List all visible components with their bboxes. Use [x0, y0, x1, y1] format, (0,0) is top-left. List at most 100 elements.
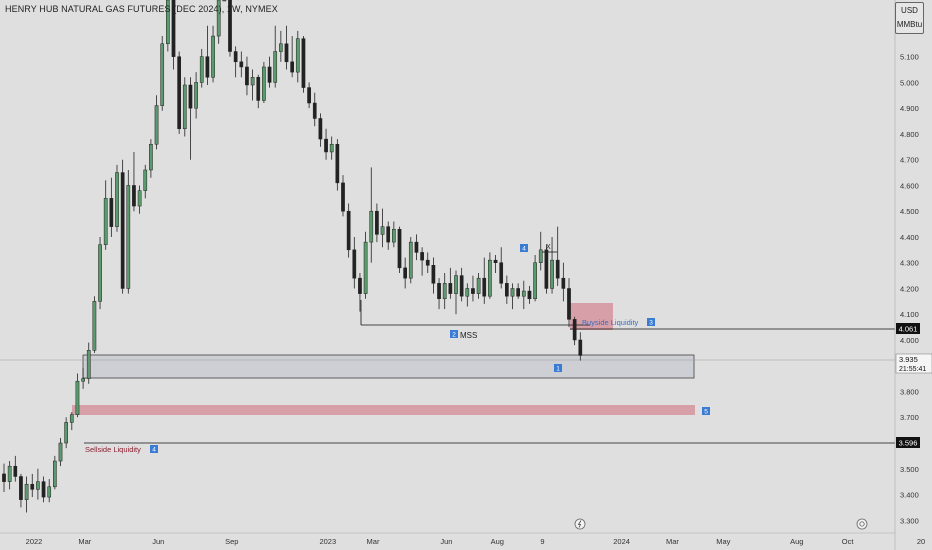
candle-body[interactable] [19, 476, 23, 500]
candle-body[interactable] [505, 283, 509, 297]
candle-body[interactable] [312, 102, 317, 119]
candle-body[interactable] [561, 277, 566, 289]
candle-body[interactable] [154, 105, 159, 145]
candle-body[interactable] [75, 380, 80, 415]
candle-body[interactable] [64, 422, 69, 444]
candle-body[interactable] [301, 38, 306, 88]
candle-body[interactable] [324, 138, 328, 153]
candle-body[interactable] [7, 465, 12, 482]
marker-3[interactable]: 3 [647, 318, 655, 327]
candle-body[interactable] [205, 56, 210, 78]
candle-body[interactable] [149, 143, 153, 171]
candle-body[interactable] [2, 473, 6, 482]
candle-body[interactable] [538, 249, 543, 263]
candle-body[interactable] [47, 486, 52, 498]
marker-1[interactable]: 1 [554, 364, 562, 373]
candle-body[interactable] [420, 252, 424, 261]
candle-body[interactable] [567, 288, 571, 320]
candle-body[interactable] [527, 290, 532, 300]
candle-body[interactable] [166, 0, 170, 45]
candle-body[interactable] [132, 185, 136, 207]
candle-body[interactable] [358, 277, 362, 294]
candle-body[interactable] [41, 481, 46, 498]
candle-body[interactable] [550, 259, 554, 289]
candle-body[interactable] [369, 210, 374, 243]
candle-body[interactable] [182, 84, 187, 130]
candle-body[interactable] [267, 66, 272, 83]
candle-body[interactable] [233, 51, 238, 63]
candle-body[interactable] [363, 241, 368, 294]
candle-body[interactable] [425, 259, 430, 266]
dividend-icon[interactable] [856, 518, 868, 530]
marker-4-lower[interactable]: 4 [150, 445, 158, 454]
candle-body[interactable] [408, 241, 413, 279]
candle-body[interactable] [194, 82, 198, 109]
candle-body[interactable] [448, 283, 453, 294]
candle-body[interactable] [199, 56, 204, 83]
candle-body[interactable] [92, 301, 97, 351]
marker-4-upper[interactable]: 4 [520, 244, 528, 253]
unit-selector[interactable]: USD MMBtu [895, 2, 924, 34]
candle-body[interactable] [250, 77, 255, 86]
candle-body[interactable] [499, 262, 504, 284]
candle-body[interactable] [256, 77, 261, 101]
candle-body[interactable] [98, 244, 102, 302]
candle-body[interactable] [120, 172, 125, 289]
candle-body[interactable] [375, 210, 379, 235]
marker-5[interactable]: 5 [702, 407, 710, 416]
candle-body[interactable] [386, 226, 391, 243]
candle-body[interactable] [380, 226, 385, 235]
candle-body[interactable] [239, 61, 244, 68]
candle-body[interactable] [143, 169, 148, 191]
candle-body[interactable] [521, 290, 526, 297]
candle-body[interactable] [493, 259, 498, 263]
candle-body[interactable] [431, 265, 436, 284]
candle-body[interactable] [510, 288, 515, 297]
candle-body[interactable] [177, 56, 182, 130]
candle-body[interactable] [352, 249, 357, 279]
candle-body[interactable] [126, 185, 131, 289]
marker-2[interactable]: 2 [450, 330, 458, 339]
candle-body[interactable] [228, 0, 232, 52]
candle-body[interactable] [262, 66, 266, 101]
candle-body[interactable] [115, 172, 119, 227]
candle-body[interactable] [86, 350, 91, 379]
candle-body[interactable] [307, 87, 311, 104]
candle-body[interactable] [53, 460, 57, 488]
candle-body[interactable] [137, 190, 142, 207]
candle-body[interactable] [30, 483, 35, 490]
candle-body[interactable] [442, 283, 447, 300]
candle-body[interactable] [13, 465, 18, 477]
candle-body[interactable] [284, 43, 289, 63]
candle-body[interactable] [544, 249, 549, 289]
candle-body[interactable] [533, 262, 537, 300]
candle-body[interactable] [392, 228, 396, 243]
candle-body[interactable] [414, 241, 419, 253]
candle-body[interactable] [397, 228, 402, 269]
candle-body[interactable] [295, 38, 300, 73]
candle-body[interactable] [578, 339, 583, 356]
candle-body[interactable] [245, 66, 249, 86]
candle-body[interactable] [36, 481, 40, 490]
candle-body[interactable] [454, 275, 458, 294]
candle-body[interactable] [403, 267, 407, 279]
event-icon[interactable] [574, 518, 586, 530]
candle-body[interactable] [171, 0, 176, 57]
candle-body[interactable] [58, 442, 63, 462]
candle-body[interactable] [471, 288, 475, 294]
candle-body[interactable] [329, 143, 334, 153]
candle-body[interactable] [459, 275, 464, 297]
candle-body[interactable] [273, 51, 278, 83]
candle-body[interactable] [216, 0, 221, 37]
candle-body[interactable] [437, 283, 441, 300]
candle-body[interactable] [188, 84, 193, 109]
candle-body[interactable] [341, 182, 345, 212]
candle-body[interactable] [516, 288, 520, 297]
candle-body[interactable] [346, 210, 351, 251]
candle-body[interactable] [476, 277, 481, 294]
candle-body[interactable] [482, 277, 487, 297]
candle-body[interactable] [465, 288, 470, 297]
candle-body[interactable] [81, 378, 85, 382]
candle-body[interactable] [555, 259, 560, 279]
